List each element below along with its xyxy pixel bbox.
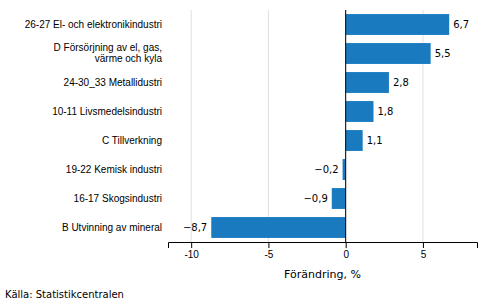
grid-line xyxy=(345,10,346,242)
data-label: 1,8 xyxy=(377,106,393,117)
data-label: 2,8 xyxy=(393,77,409,88)
y-tick-label: C Tillverkning xyxy=(102,135,162,146)
grid-line xyxy=(191,10,192,242)
y-axis: B Utvinning av mineral 16-17 Skogsindustr… xyxy=(25,19,168,233)
y-tick-label: 10-11 Livsmedelsindustri xyxy=(52,106,162,117)
x-tick-label: 5 xyxy=(421,249,427,260)
y-tick: B Utvinning av mineral xyxy=(62,222,168,233)
data-label: −0,2 xyxy=(314,164,338,175)
bar xyxy=(346,72,389,93)
data-label: 6,7 xyxy=(453,19,469,30)
y-tick-label: D Försörjning av el, gas,värme och kyla xyxy=(54,42,163,64)
x-axis-title: Förändring, % xyxy=(284,268,361,281)
source-note: Källa: Statistikcentralen xyxy=(5,289,124,300)
x-tick-label: -5 xyxy=(264,249,273,260)
y-tick: 19-22 Kemisk industri xyxy=(66,164,168,175)
bar xyxy=(211,217,345,238)
x-axis-line xyxy=(169,243,478,249)
x-tick-label: 0 xyxy=(343,249,349,260)
y-tick-label: B Utvinning av mineral xyxy=(62,222,162,233)
data-label: −0,9 xyxy=(303,193,327,204)
x-tick: -5 xyxy=(264,242,273,260)
bar xyxy=(346,101,374,122)
y-tick-label: 19-22 Kemisk industri xyxy=(66,164,162,175)
x-axis: -10 -5 0 5 xyxy=(169,242,478,260)
y-tick: 10-11 Livsmedelsindustri xyxy=(52,106,168,117)
bar xyxy=(332,188,346,209)
grid-line xyxy=(268,10,269,242)
data-label: −8,7 xyxy=(183,222,207,233)
chart: -10 -5 0 5 B Utvinning av mineral 16-17 Skogs… xyxy=(0,0,493,304)
y-tick-label: 26-27 El- och elektronikindustri xyxy=(25,19,162,30)
x-tick-label: -10 xyxy=(184,249,199,260)
y-tick-label: 24-30_33 Metallidustri xyxy=(64,77,162,88)
y-tick: 26-27 El- och elektronikindustri xyxy=(25,19,168,30)
bars xyxy=(211,14,449,238)
bar xyxy=(346,130,363,151)
data-label: 1,1 xyxy=(367,135,383,146)
data-labels: −8,7 −0,9 −0,2 1,1 1,8 2,8 5,5 6,7 xyxy=(183,19,469,233)
y-tick: C Tillverkning xyxy=(102,135,168,146)
x-tick: -10 xyxy=(184,242,199,260)
y-tick-label: 16-17 Skogsindustri xyxy=(74,193,162,204)
x-tick: 5 xyxy=(421,242,427,260)
x-tick-mark xyxy=(423,242,424,248)
y-tick: D Försörjning av el, gas,värme och kyla xyxy=(54,42,168,64)
y-tick: 16-17 Skogsindustri xyxy=(74,193,168,204)
x-tick-mark xyxy=(268,242,269,248)
x-tick: 0 xyxy=(343,242,349,260)
x-tick-mark xyxy=(346,242,347,248)
bar xyxy=(346,43,431,64)
y-tick: 24-30_33 Metallidustri xyxy=(64,77,168,88)
bar xyxy=(346,14,450,35)
data-label: 5,5 xyxy=(435,48,451,59)
zero-line xyxy=(345,10,346,242)
x-tick-mark xyxy=(191,242,192,248)
plot: -10 -5 0 5 B Utvinning av mineral 16-17 Skogs… xyxy=(25,10,478,260)
